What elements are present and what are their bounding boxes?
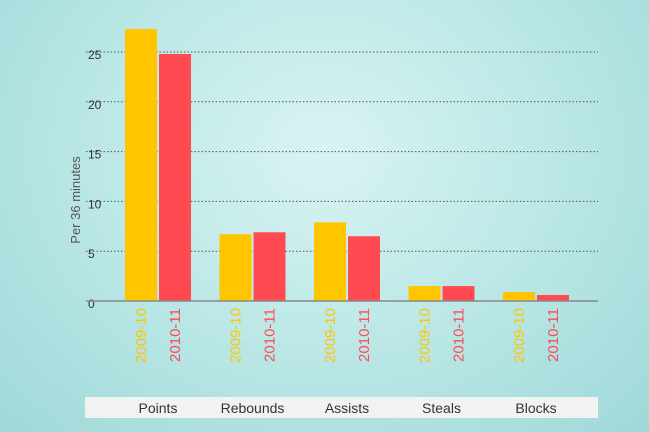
bar-assists-2010-11 xyxy=(348,236,380,301)
category-label-blocks: Blocks xyxy=(515,400,556,416)
series-label-rebounds-2009-10: 2009-10 xyxy=(228,308,245,363)
bar-blocks-2009-10 xyxy=(503,292,535,301)
series-label-steals-2010-11: 2010-11 xyxy=(451,308,468,362)
bar-assists-2009-10 xyxy=(314,222,346,301)
category-label-points: Points xyxy=(139,400,178,416)
y-tick-label-25: 25 xyxy=(88,48,102,62)
y-tick-labels: 0 5 10 15 20 25 xyxy=(88,48,102,311)
series-label-blocks-2010-11: 2010-11 xyxy=(545,308,562,362)
series-label-rebounds-2010-11: 2010-11 xyxy=(262,308,279,362)
y-tick-label-20: 20 xyxy=(88,98,102,112)
category-label-rebounds: Rebounds xyxy=(221,400,285,416)
y-tick-label-5: 5 xyxy=(88,247,95,261)
y-tick-label-0: 0 xyxy=(88,297,95,311)
series-label-points-2010-11: 2010-11 xyxy=(167,308,184,362)
bar-rebounds-2009-10 xyxy=(219,234,252,301)
y-tick-label-15: 15 xyxy=(88,148,102,162)
bar-rebounds-2010-11 xyxy=(253,232,286,301)
bars xyxy=(125,29,569,301)
bar-steals-2009-10 xyxy=(408,286,441,301)
bar-points-2009-10 xyxy=(125,29,157,301)
category-band xyxy=(85,397,598,418)
series-label-steals-2009-10: 2009-10 xyxy=(417,308,434,363)
series-label-assists-2010-11: 2010-11 xyxy=(356,308,373,362)
bar-steals-2010-11 xyxy=(442,286,475,301)
category-label-steals: Steals xyxy=(422,400,461,416)
bar-points-2010-11 xyxy=(159,53,191,301)
y-axis-title: Per 36 minutes xyxy=(68,156,83,244)
series-labels: 2009-10 2010-11 2009-10 2010-11 2009-10 2010-… xyxy=(133,308,562,363)
category-label-assists: Assists xyxy=(325,400,369,416)
series-label-points-2009-10: 2009-10 xyxy=(133,308,150,363)
y-tick-label-10: 10 xyxy=(88,197,102,211)
series-label-assists-2009-10: 2009-10 xyxy=(322,308,339,363)
bar-blocks-2010-11 xyxy=(537,295,569,301)
series-label-blocks-2009-10: 2009-10 xyxy=(511,308,528,363)
category-labels: Points Rebounds Assists Steals Blocks xyxy=(139,400,557,416)
